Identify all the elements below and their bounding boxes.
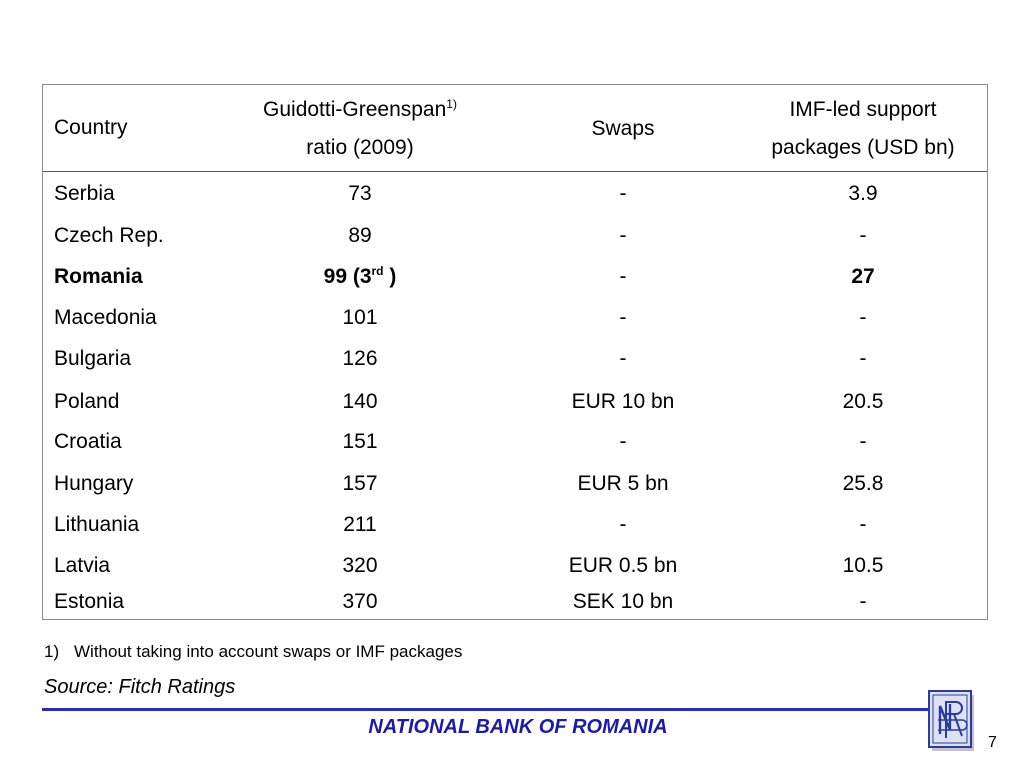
cell-ratio: 370 bbox=[342, 590, 378, 613]
cell-swaps: - bbox=[619, 513, 627, 536]
cell-swaps: - bbox=[619, 306, 627, 329]
cell-country: Latvia bbox=[54, 554, 111, 577]
cell-swaps: - bbox=[619, 347, 627, 370]
cell-country: Lithuania bbox=[54, 513, 140, 536]
cell-ratio: 99 (3rd ) bbox=[323, 264, 397, 288]
cell-country: Poland bbox=[54, 390, 120, 413]
cell-ratio: 211 bbox=[343, 513, 377, 536]
header-divider bbox=[43, 171, 987, 172]
cell-swaps: EUR 0.5 bn bbox=[568, 554, 678, 577]
cell-ratio: 126 bbox=[342, 347, 378, 370]
nbr-monogram-icon bbox=[928, 690, 976, 752]
cell-imf: - bbox=[859, 590, 867, 613]
cell-country: Czech Rep. bbox=[54, 224, 164, 247]
cell-imf: 27 bbox=[851, 265, 875, 288]
cell-imf: 25.8 bbox=[842, 472, 884, 495]
cell-country: Macedonia bbox=[54, 306, 157, 329]
cell-ratio-superscript: rd bbox=[371, 264, 384, 278]
cell-ratio: 151 bbox=[342, 430, 378, 453]
cell-ratio: 101 bbox=[342, 306, 378, 329]
header-swaps: Swaps bbox=[591, 117, 655, 140]
cell-ratio: 73 bbox=[348, 182, 372, 205]
header-ratio-line1: Guidotti-Greenspan1) bbox=[263, 97, 457, 121]
cell-country: Bulgaria bbox=[54, 347, 132, 370]
cell-imf: - bbox=[859, 306, 867, 329]
cell-imf: 3.9 bbox=[848, 182, 878, 205]
cell-ratio: 157 bbox=[342, 472, 378, 495]
cell-imf: - bbox=[859, 430, 867, 453]
cell-imf: - bbox=[859, 513, 867, 536]
cell-imf: - bbox=[859, 224, 867, 247]
cell-imf: 10.5 bbox=[842, 554, 884, 577]
cell-country: Hungary bbox=[54, 472, 134, 495]
header-ratio-line2: ratio (2009) bbox=[306, 136, 414, 159]
cell-swaps: - bbox=[619, 224, 627, 247]
footer-divider bbox=[42, 708, 928, 711]
cell-imf: 20.5 bbox=[842, 390, 884, 413]
header-imf-line2: packages (USD bn) bbox=[771, 136, 955, 159]
cell-ratio: 140 bbox=[342, 390, 378, 413]
data-table: Country Guidotti-Greenspan1) ratio (2009… bbox=[42, 84, 988, 620]
header-country: Country bbox=[54, 116, 128, 139]
cell-country: Estonia bbox=[54, 590, 125, 613]
cell-swaps: - bbox=[619, 265, 627, 288]
header-imf-line1: IMF-led support bbox=[789, 98, 937, 121]
bank-name: NATIONAL BANK OF ROMANIA bbox=[368, 716, 668, 738]
cell-swaps: - bbox=[619, 182, 627, 205]
cell-ratio: 89 bbox=[348, 224, 372, 247]
footnote: 1) Without taking into account swaps or I… bbox=[44, 642, 462, 662]
page-number: 7 bbox=[988, 734, 997, 751]
footnote-number: 1) bbox=[44, 642, 60, 661]
cell-country: Croatia bbox=[54, 430, 122, 453]
cell-imf: - bbox=[859, 347, 867, 370]
cell-swaps: EUR 10 bn bbox=[571, 390, 675, 413]
cell-ratio: 320 bbox=[342, 554, 378, 577]
footnote-text: Without taking into account swaps or IMF… bbox=[74, 642, 463, 661]
cell-swaps: - bbox=[619, 430, 627, 453]
header-ratio-superscript: 1) bbox=[446, 97, 457, 111]
cell-country: Serbia bbox=[54, 182, 115, 205]
source-note: Source: Fitch Ratings bbox=[44, 676, 236, 698]
cell-swaps: EUR 5 bn bbox=[577, 472, 669, 495]
cell-swaps: SEK 10 bn bbox=[572, 590, 674, 613]
cell-country: Romania bbox=[54, 265, 143, 288]
